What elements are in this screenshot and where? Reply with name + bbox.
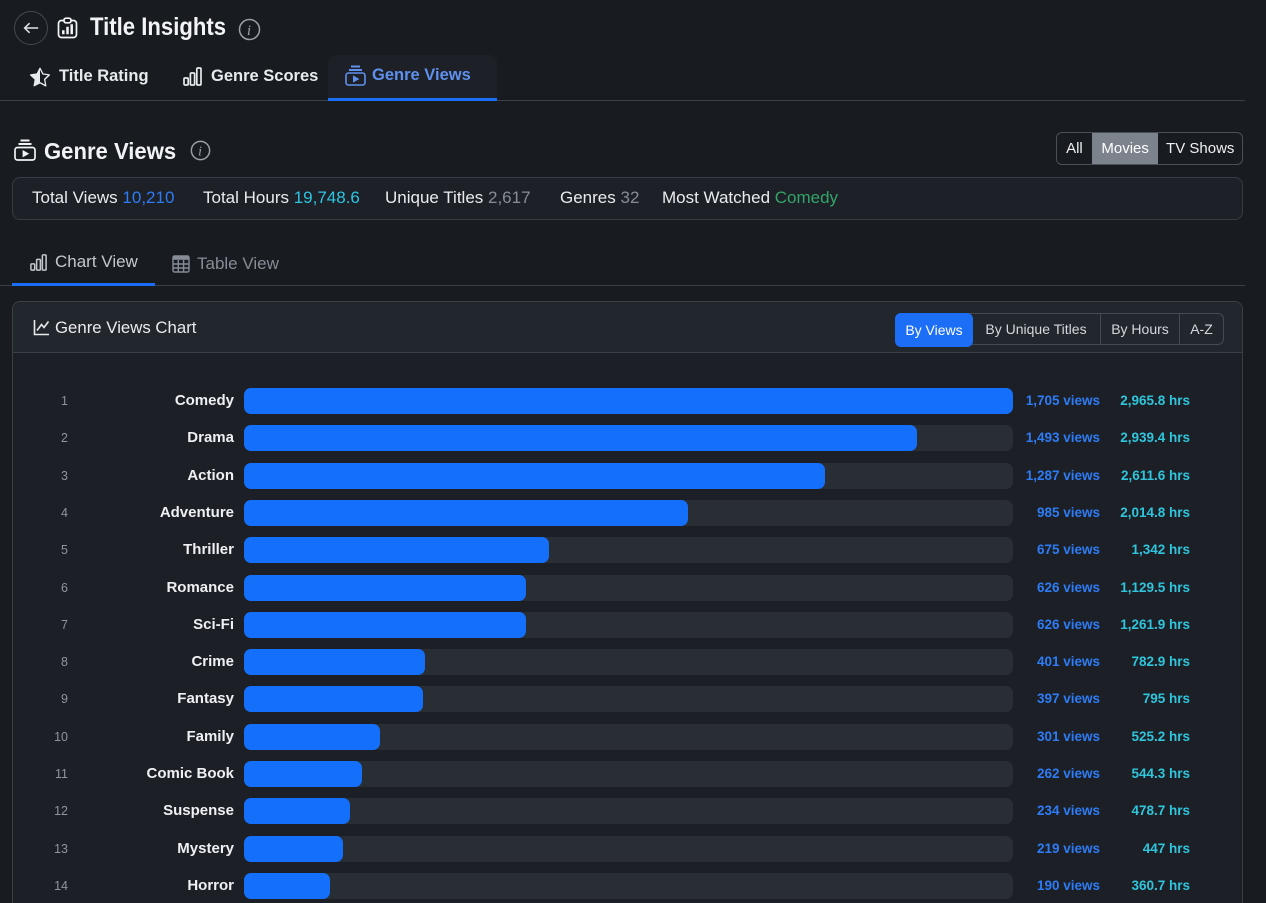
- svg-text:i: i: [198, 144, 202, 159]
- svg-text:i: i: [247, 23, 251, 39]
